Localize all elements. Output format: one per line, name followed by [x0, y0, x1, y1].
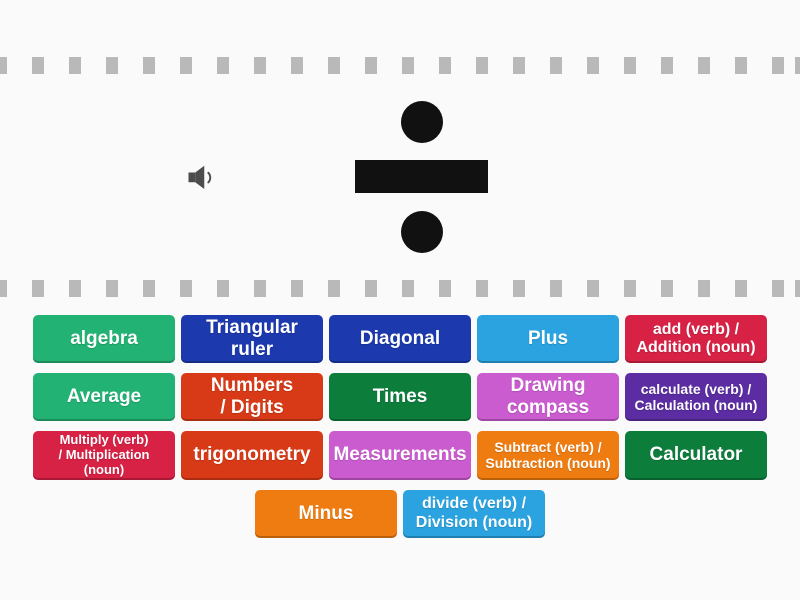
answer-options: algebra Triangular ruler Diagonal Plus add (… — [30, 315, 770, 538]
speaker-icon — [184, 159, 220, 195]
audio-play-button[interactable] — [184, 159, 220, 195]
answer-button[interactable]: Subtract (verb) / Subtraction (noun) — [477, 431, 619, 480]
answers-area-top-divider — [0, 280, 800, 297]
answer-button[interactable]: Triangular ruler — [181, 315, 323, 363]
answer-button[interactable]: Times — [329, 373, 471, 421]
answer-button[interactable]: divide (verb) / Division (noun) — [403, 489, 545, 538]
answer-button[interactable]: calculate (verb) / Calculation (noun) — [625, 373, 767, 421]
answer-button[interactable]: Numbers / Digits — [181, 373, 323, 421]
answer-button[interactable]: Minus — [255, 489, 397, 538]
answer-button[interactable]: trigonometry — [181, 431, 323, 480]
division-top-dot — [400, 101, 443, 143]
division-sign-image — [355, 101, 488, 253]
answer-button[interactable]: Plus — [477, 315, 619, 363]
question-area-top-divider — [0, 57, 800, 74]
answer-button[interactable]: Average — [33, 373, 175, 421]
answer-button[interactable]: Multiply (verb) / Multiplication (noun) — [33, 431, 175, 480]
answer-button[interactable]: add (verb) / Addition (noun) — [625, 315, 767, 363]
answer-button[interactable]: Calculator — [625, 431, 767, 480]
division-bar — [355, 160, 488, 193]
answer-button[interactable]: Diagonal — [329, 315, 471, 363]
answer-button[interactable]: algebra — [33, 315, 175, 363]
answer-button[interactable]: Measurements — [329, 431, 471, 480]
division-bottom-dot — [400, 211, 443, 253]
answer-button[interactable]: Drawing compass — [477, 373, 619, 421]
